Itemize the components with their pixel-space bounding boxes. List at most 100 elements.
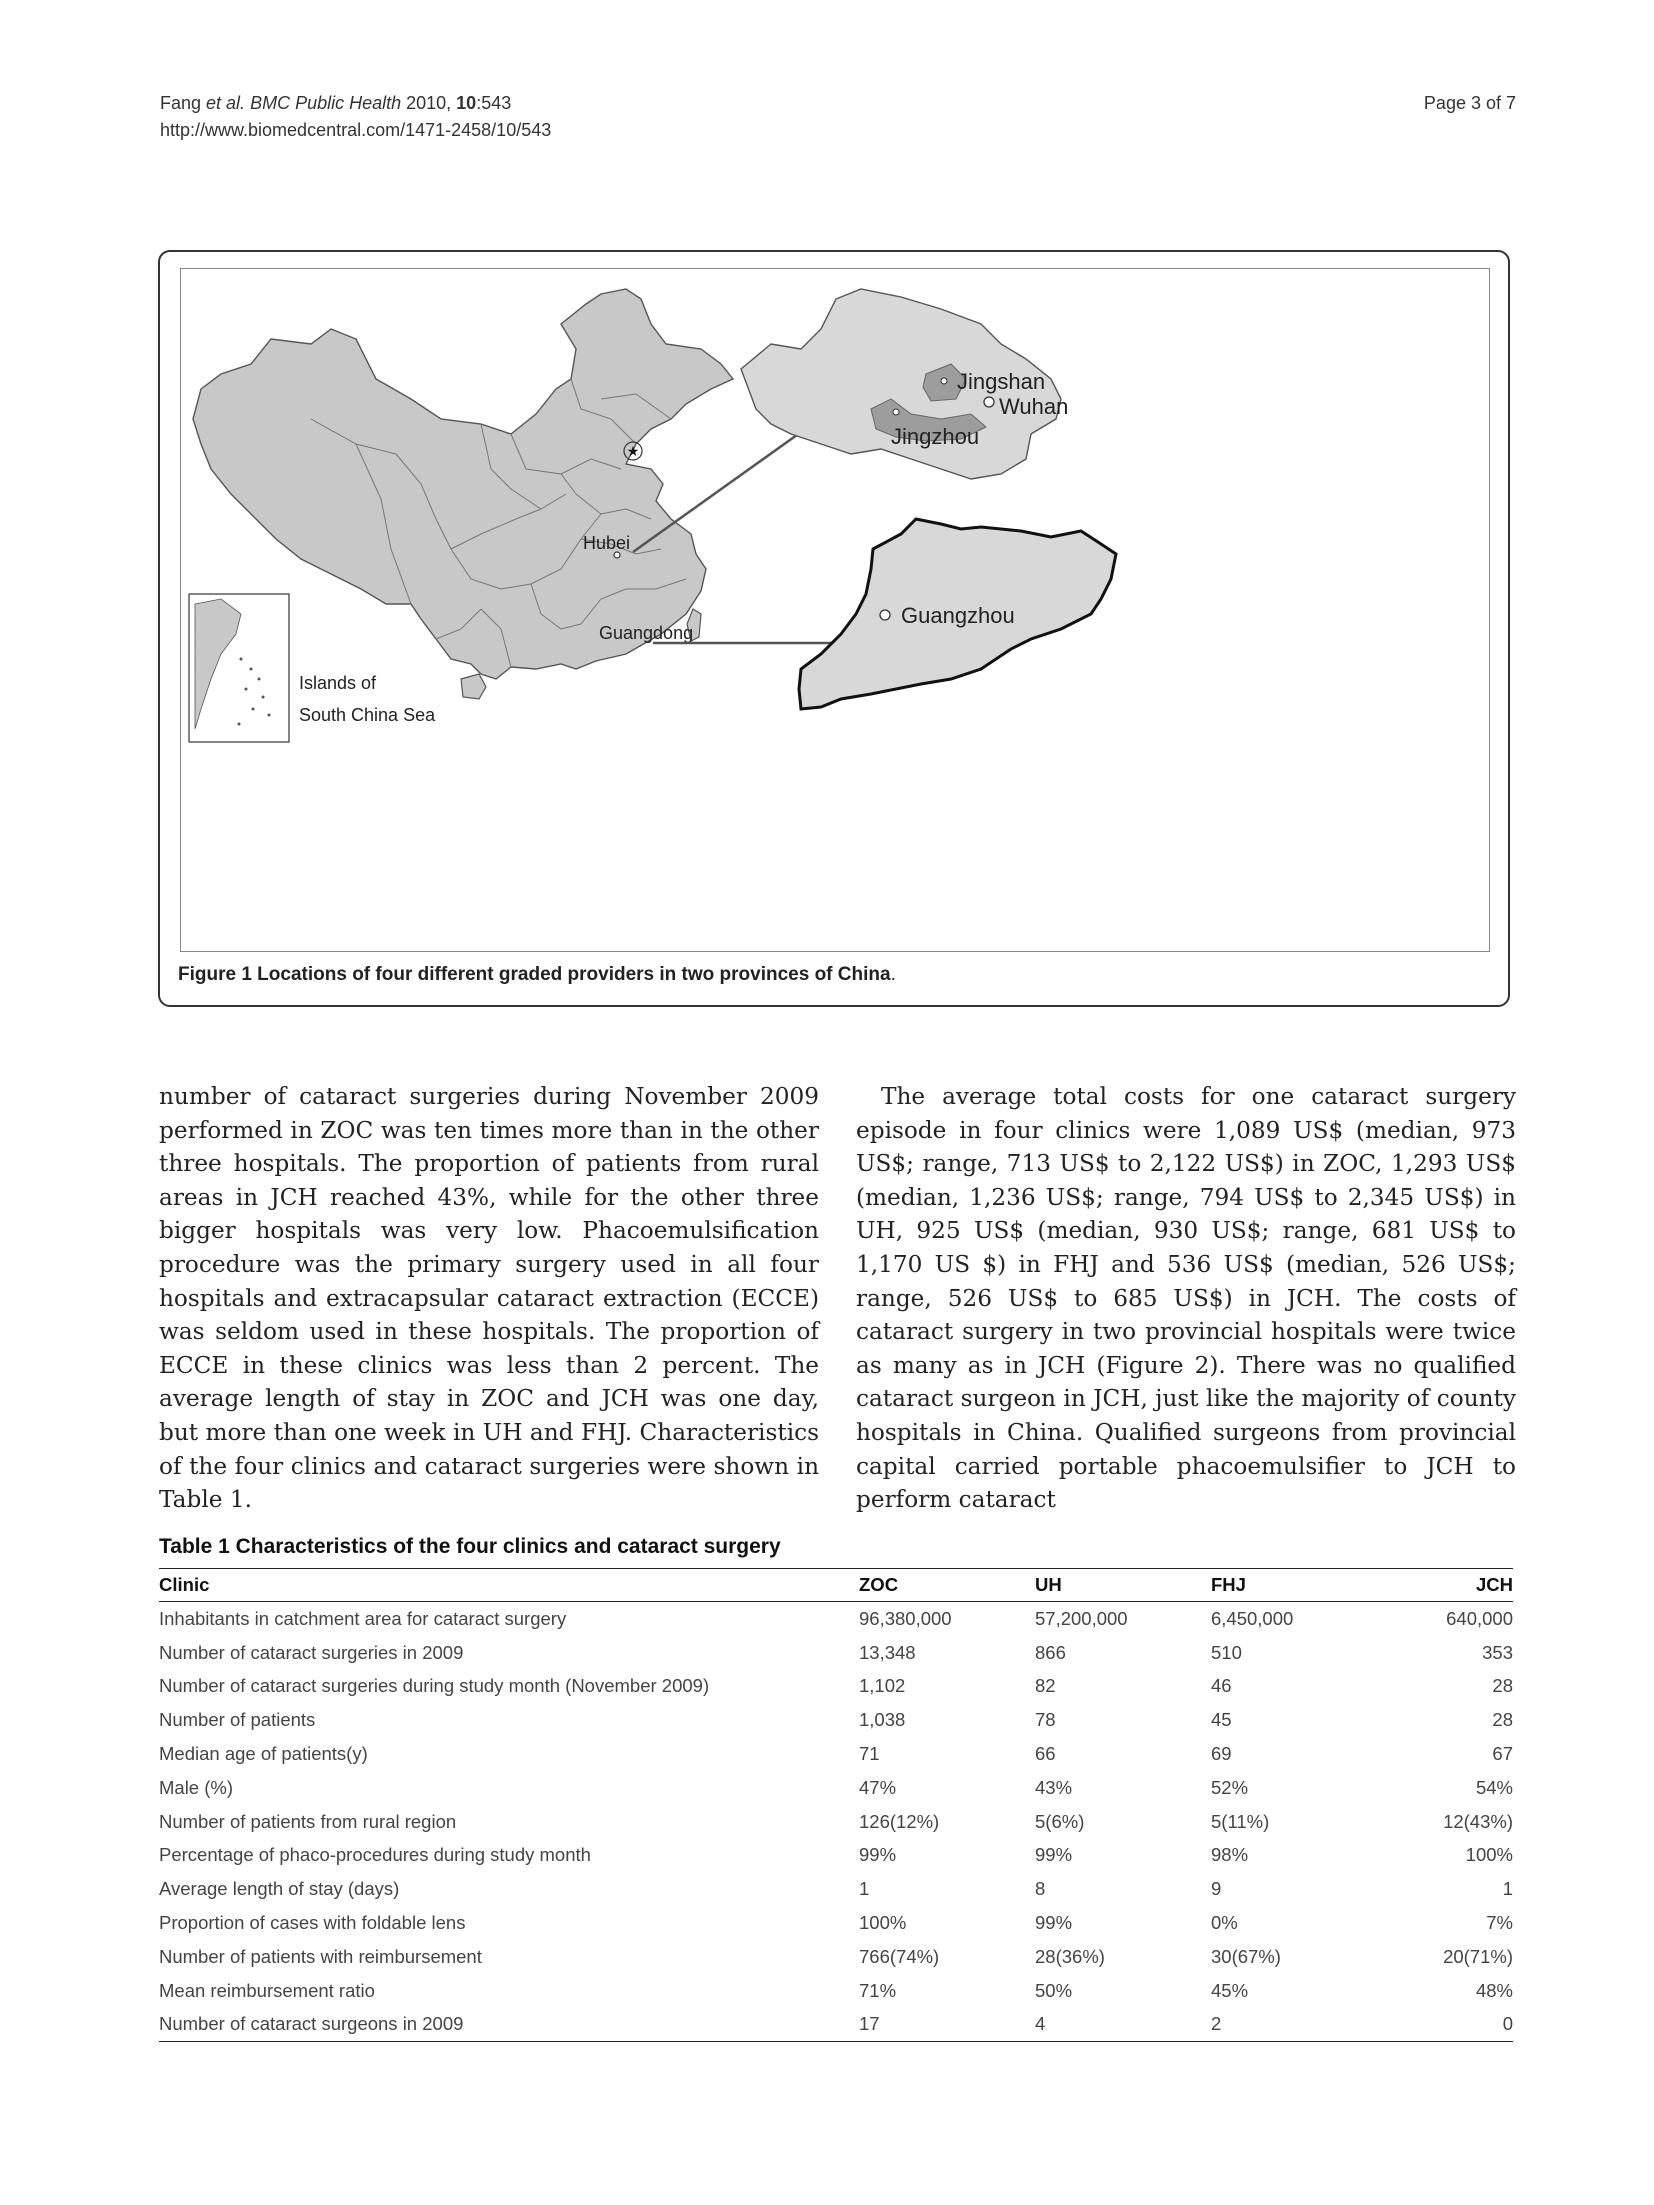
table-row: Number of cataract surgeons in 2009 17 4… (159, 2007, 1513, 2043)
table-cell: 50% (1035, 1979, 1073, 2001)
table-cell: Proportion of cases with foldable lens (159, 1912, 466, 1934)
hubei-enlarged-map (740, 288, 1062, 480)
hubei-marker (613, 551, 621, 559)
table-row: Inhabitants in catchment area for catara… (159, 1602, 1513, 1636)
table-cell: 46 (1211, 1675, 1232, 1697)
table-cell: 5(11%) (1211, 1810, 1270, 1832)
table-cell: 71 (859, 1743, 880, 1765)
table-cell: Number of patients from rural region (159, 1810, 457, 1832)
table-cell: 20(71%) (1443, 1945, 1513, 1967)
table-cell: Average length of stay (days) (159, 1878, 400, 1900)
table-cell: 126(12%) (859, 1810, 940, 1832)
guangzhou-label: Guangzhou (901, 603, 1015, 628)
figure-caption-end: . (890, 964, 896, 985)
table-cell: 866 (1035, 1641, 1066, 1663)
table-cell: Mean reimbursement ratio (159, 1979, 375, 2001)
table-header-row: Clinic ZOC UH FHJ JCH (159, 1568, 1513, 1602)
table-cell: 67 (1492, 1743, 1513, 1765)
hubei-label: Hubei (583, 533, 630, 553)
table-cell: Male (%) (159, 1776, 234, 1798)
jingzhou-label: Jingzhou (891, 424, 979, 449)
table-cell: Inhabitants in catchment area for catara… (159, 1607, 567, 1629)
table-cell: 17 (859, 2007, 1035, 2043)
table-cell: 45% (1211, 1979, 1249, 2001)
table-row: Average length of stay (days) 1 8 9 1 (159, 1872, 1513, 1906)
table-cell: Median age of patients(y) (159, 1743, 368, 1765)
table-cell: 6,450,000 (1211, 1607, 1294, 1629)
citation-authors: Fang (160, 93, 207, 113)
table-cell: 2 (1211, 2007, 1387, 2043)
figure-caption-prefix: Figure 1 (178, 964, 252, 985)
table-cell: 52% (1211, 1776, 1249, 1798)
citation-line: Fang et al. BMC Public Health 2010, 10:5… (160, 90, 551, 117)
table-cell: 78 (1035, 1709, 1056, 1731)
inset-label-line1: Islands of (299, 673, 377, 693)
table-cell: 28 (1492, 1709, 1513, 1731)
table-cell: 98% (1211, 1844, 1249, 1866)
table-cell: Number of cataract surgeons in 2009 (159, 2007, 859, 2043)
china-map-shape (192, 288, 735, 680)
page-number: Page 3 of 7 (1423, 93, 1516, 113)
table-cell: 13,348 (859, 1641, 916, 1663)
table-cell: 1,038 (859, 1709, 906, 1731)
south-china-sea-inset: Islands of South China Sea (188, 593, 436, 743)
table-header-cell: ZOC (859, 1568, 1035, 1602)
table-cell: 353 (1482, 1641, 1513, 1663)
table-cell: 47% (859, 1776, 897, 1798)
table-cell: 82 (1035, 1675, 1056, 1697)
table-cell: 43% (1035, 1776, 1073, 1798)
table-cell: 66 (1035, 1743, 1056, 1765)
table-cell: Number of cataract surgeries during stud… (159, 1675, 710, 1697)
table-cell: 12(43%) (1443, 1810, 1513, 1832)
china-map-figure: ★ Hubei Guangdong Islands of South Chi (180, 268, 1490, 952)
map-graphic: ★ Hubei Guangdong Islands of South Chi (188, 288, 1118, 743)
jingshan-label: Jingshan (957, 369, 1045, 394)
table-cell: 1 (1502, 1878, 1513, 1900)
table-header-cell: Clinic (159, 1568, 859, 1602)
table-cell: 48% (1475, 1979, 1513, 2001)
figure-caption-text: Locations of four different graded provi… (251, 964, 891, 985)
table-cell: 45 (1211, 1709, 1232, 1731)
citation-pages: :543 (476, 93, 512, 113)
wuhan-label: Wuhan (999, 394, 1068, 419)
table-cell: 99% (1035, 1912, 1073, 1934)
province-borders (310, 378, 687, 668)
table-row: Percentage of phaco-procedures during st… (159, 1839, 1513, 1873)
body-paragraph-left: number of cataract surgeries during Nove… (159, 1083, 819, 1514)
article-url[interactable]: http://www.biomedcentral.com/1471-2458/1… (160, 120, 552, 140)
hainan-island (460, 673, 487, 700)
table-cell: 69 (1211, 1743, 1232, 1765)
table-row: Median age of patients(y) 71 66 69 67 (159, 1737, 1513, 1771)
table-cell: 5(6%) (1035, 1810, 1085, 1832)
table-row: Proportion of cases with foldable lens 1… (159, 1906, 1513, 1940)
table-cell: 57,200,000 (1035, 1607, 1128, 1629)
running-header: Fang et al. BMC Public Health 2010, 10:5… (160, 90, 551, 144)
figure-1: ★ Hubei Guangdong Islands of South Chi (158, 250, 1510, 1007)
table-cell: 766(74%) (859, 1945, 940, 1967)
table-row: Number of patients from rural region 126… (159, 1805, 1513, 1839)
capital-star-icon: ★ (623, 441, 643, 461)
table-cell: 28(36%) (1035, 1945, 1105, 1967)
table-cell: 8 (1035, 1878, 1046, 1900)
table-header-cell: UH (1035, 1568, 1211, 1602)
table-row: Number of patients 1,038 78 45 28 (159, 1703, 1513, 1737)
citation-year: 2010, (401, 93, 457, 113)
table-cell: 4 (1035, 2007, 1211, 2043)
table-cell: 1,102 (859, 1675, 906, 1697)
table-cell: 96,380,000 (859, 1607, 952, 1629)
guangdong-enlarged-map (797, 517, 1118, 711)
table-cell: 100% (859, 1912, 907, 1934)
table-row: Mean reimbursement ratio 71% 50% 45% 48% (159, 1974, 1513, 2008)
svg-text:★: ★ (627, 444, 640, 460)
citation-et-al: et al. (206, 93, 246, 113)
table-cell: Number of cataract surgeries in 2009 (159, 1641, 464, 1663)
table-cell: 510 (1211, 1641, 1242, 1663)
table-cell: 99% (859, 1844, 897, 1866)
figure-caption: Figure 1 Locations of four different gra… (178, 964, 896, 986)
table-row: Number of cataract surgeries in 2009 13,… (159, 1636, 1513, 1670)
table-cell: 0% (1211, 1912, 1238, 1934)
table-cell: 7% (1486, 1912, 1513, 1934)
table-cell: 0 (1387, 2007, 1513, 2043)
table-header-cell: JCH (1387, 1568, 1513, 1602)
table-row: Male (%) 47% 43% 52% 54% (159, 1771, 1513, 1805)
